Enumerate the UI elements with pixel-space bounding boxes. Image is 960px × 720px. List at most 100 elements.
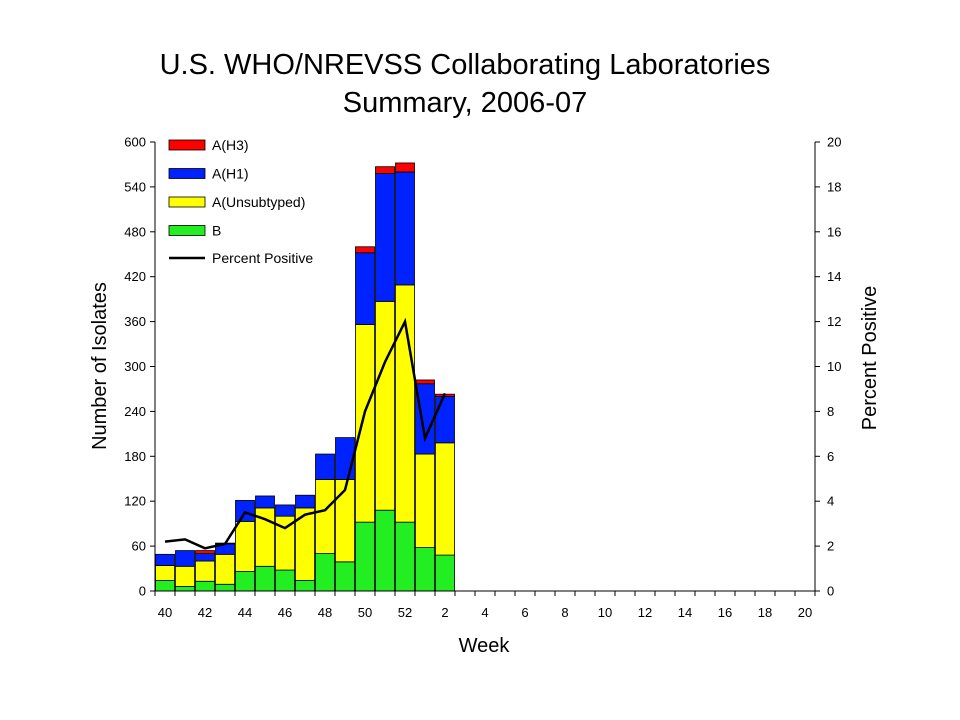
x-axis-label: Week [459, 635, 511, 657]
x-tick-label: 16 [718, 605, 732, 620]
bar-a-h3--50 [355, 246, 375, 254]
x-tick-label: 18 [758, 605, 772, 620]
y-tick-label: 300 [124, 359, 146, 374]
y-tick-label: 120 [124, 494, 146, 509]
bar-a-h1--52 [395, 171, 415, 286]
bar-a-h1--42 [195, 553, 215, 562]
y2-tick-label: 10 [827, 359, 841, 374]
y2-tick-label: 18 [827, 179, 841, 194]
line-layer [164, 317, 447, 550]
bar-a-h1--50 [355, 252, 375, 325]
y-tick-label: 360 [124, 314, 146, 329]
y-tick-label: 240 [124, 404, 146, 419]
bar-a-h1--40 [155, 553, 175, 566]
x-tick-label: 6 [521, 605, 528, 620]
y2-tick-label: 0 [827, 584, 834, 599]
bar-a-h3--1 [415, 379, 435, 385]
legend-label: A(Unsubtyped) [212, 194, 305, 210]
bar-a-h1--49 [335, 437, 355, 480]
legend: A(H3) A(H1) A(Unsubtyped) B Percent Positive [168, 137, 313, 266]
bar-a-unsubtyped--50 [355, 324, 375, 523]
bar-a-h1--51 [375, 173, 395, 302]
bar-a-unsubtyped--2 [435, 442, 455, 556]
y-tick-label: 420 [124, 269, 146, 284]
chart-title: U.S. WHO/NREVSS Collaborating Laboratori… [159, 49, 771, 81]
y2-tick-label: 4 [827, 494, 834, 509]
bar-a-unsubtyped--48 [315, 479, 335, 554]
chart-subtitle: Summary, 2006-07 [342, 87, 588, 119]
y-tick-label: 0 [139, 584, 146, 599]
x-tick-label: 12 [638, 605, 652, 620]
bar-a-h3--52 [395, 162, 415, 173]
x-tick-label: 20 [798, 605, 812, 620]
bar-a-h1--46 [275, 504, 295, 517]
bar-a-unsubtyped--1 [415, 453, 435, 548]
x-tick-label: 10 [598, 605, 612, 620]
x-tick-label: 48 [318, 605, 332, 620]
legend-swatch-b [168, 225, 206, 236]
bar-a-h1--2 [435, 396, 455, 444]
bar-b-47 [295, 580, 315, 592]
x-tick-label: 46 [278, 605, 292, 620]
bar-a-unsubtyped--43 [215, 553, 235, 585]
percent-positive-line [164, 317, 447, 550]
bar-a-unsubtyped--49 [335, 479, 355, 563]
bar-b-40 [155, 580, 175, 592]
bar-b-52 [395, 521, 415, 592]
bar-b-1 [415, 547, 435, 592]
legend-label: Percent Positive [212, 250, 313, 266]
y-axis-label: Number of Isolates [89, 282, 111, 450]
bar-b-2 [435, 554, 455, 592]
axes-layer: 0601201802403003604204805406000246810121… [124, 135, 841, 621]
bar-b-41 [175, 586, 195, 592]
y2-tick-label: 2 [827, 539, 834, 554]
bar-a-h1--48 [315, 453, 335, 480]
y2-tick-label: 6 [827, 449, 834, 464]
x-tick-label: 42 [198, 605, 212, 620]
bar-b-44 [235, 571, 255, 592]
y2-axis-label: Percent Positive [859, 286, 881, 431]
bar-a-h1--45 [255, 495, 275, 509]
x-tick-label: 4 [481, 605, 488, 620]
bar-a-h3--42 [195, 550, 215, 554]
x-tick-label: 8 [561, 605, 568, 620]
y-tick-label: 480 [124, 224, 146, 239]
bar-b-46 [275, 569, 295, 592]
x-tick-label: 52 [398, 605, 412, 620]
bar-b-50 [355, 521, 375, 592]
x-tick-label: 2 [441, 605, 448, 620]
bar-a-unsubtyped--41 [175, 565, 195, 587]
y-tick-label: 60 [132, 539, 146, 554]
bar-a-unsubtyped--51 [375, 300, 395, 511]
bar-a-h1--41 [175, 550, 195, 567]
y2-tick-label: 8 [827, 404, 834, 419]
bar-a-h1--44 [235, 500, 255, 522]
legend-label: A(H1) [212, 166, 249, 182]
bar-a-unsubtyped--42 [195, 560, 215, 582]
x-tick-label: 44 [238, 605, 252, 620]
bar-a-h1--47 [295, 494, 315, 509]
legend-swatch-a-h3- [168, 139, 206, 151]
y-tick-label: 180 [124, 449, 146, 464]
y-tick-label: 540 [124, 179, 146, 194]
legend-label: A(H3) [212, 137, 249, 153]
x-tick-label: 40 [158, 605, 172, 620]
legend-label: B [212, 223, 221, 239]
bar-b-45 [255, 565, 275, 592]
y2-tick-label: 16 [827, 224, 841, 239]
bar-a-unsubtyped--44 [235, 521, 255, 572]
bar-a-unsubtyped--40 [155, 565, 175, 581]
bar-b-51 [375, 509, 395, 592]
legend-swatch-a-h1- [168, 168, 206, 179]
x-tick-label: 50 [358, 605, 372, 620]
bar-b-43 [215, 583, 235, 592]
y2-tick-label: 14 [827, 269, 841, 284]
bar-b-42 [195, 580, 215, 592]
y2-tick-label: 12 [827, 314, 841, 329]
legend-swatch-a-unsubtyped- [168, 196, 206, 208]
y-tick-label: 600 [124, 135, 146, 150]
bar-b-49 [335, 561, 355, 592]
bar-b-48 [315, 553, 335, 592]
y2-tick-label: 20 [827, 135, 841, 150]
